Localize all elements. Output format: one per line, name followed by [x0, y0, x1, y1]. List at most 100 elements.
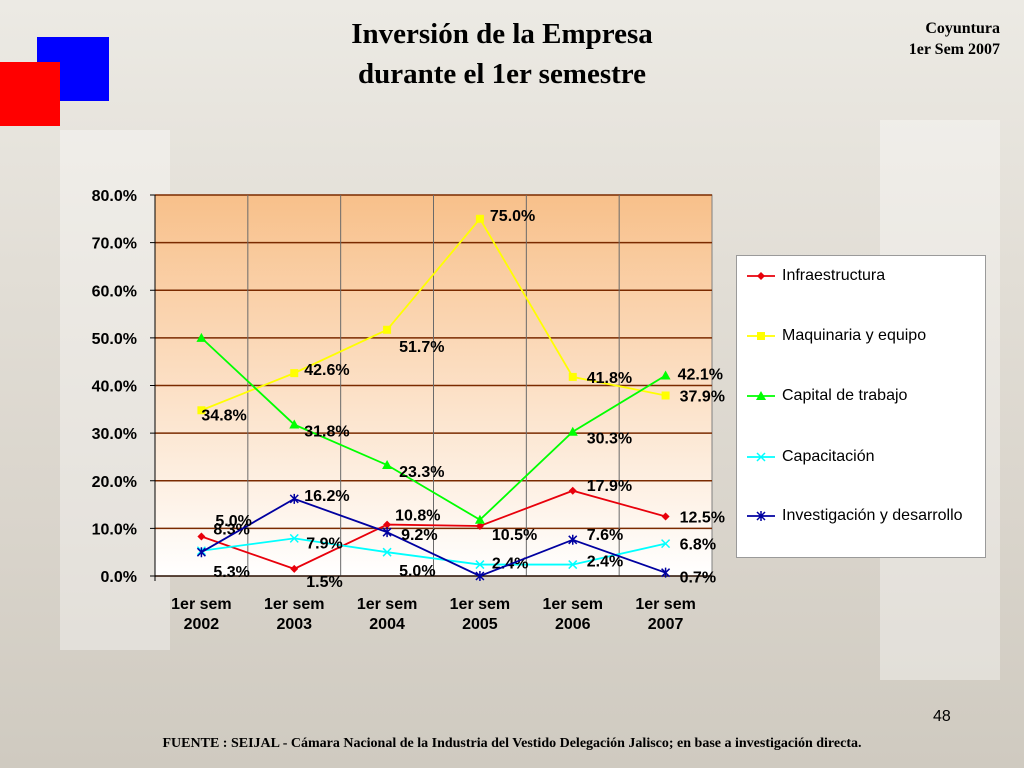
- y-tick-label: 0.0%: [101, 569, 137, 586]
- title-line-2: durante el 1er semestre: [357, 58, 647, 90]
- legend-swatch: [747, 272, 775, 280]
- data-point: [567, 426, 578, 436]
- series-line: [201, 217, 666, 412]
- series-line: [201, 537, 666, 566]
- series-line: [200, 497, 666, 577]
- data-point: [660, 370, 671, 380]
- data-label: 41.8%: [587, 370, 632, 387]
- data-point: [382, 460, 393, 470]
- series-group: 8.3% 1.5% 10.8% 10.5% 17.9% 12.5%: [197, 478, 725, 591]
- legend-swatch: [747, 332, 775, 340]
- legend-label: Infraestructura: [782, 267, 886, 284]
- data-point: [568, 372, 577, 381]
- data-label: 31.8%: [304, 424, 349, 441]
- data-label: 6.8%: [680, 537, 716, 554]
- data-label: 12.5%: [680, 509, 725, 526]
- corner-line-1: Coyuntura: [925, 20, 1000, 37]
- data-point: [290, 369, 299, 378]
- legend-label: Maquinaria y equipo: [782, 327, 927, 344]
- legend-marker: [757, 332, 765, 340]
- data-label: 23.3%: [399, 464, 444, 481]
- data-label: 5.0%: [215, 513, 251, 530]
- x-tick-label: 1er sem 2005: [450, 596, 511, 633]
- corner-label: Coyuntura 1er Sem 2007: [909, 18, 1000, 60]
- x-tick-label: 1er sem 2004: [357, 596, 418, 633]
- data-label: 16.2%: [304, 488, 349, 505]
- data-label: 0.7%: [680, 570, 716, 587]
- x-tick-label: 1er sem 2003: [264, 596, 325, 633]
- data-point: [568, 486, 577, 495]
- series-line: [201, 489, 666, 570]
- data-label: 51.7%: [399, 339, 444, 356]
- y-tick-label: 50.0%: [92, 331, 137, 348]
- chart-legend: Infraestructura Maquinaria y equipo Capita…: [736, 255, 986, 558]
- data-point: [475, 560, 485, 570]
- data-point: [197, 406, 206, 415]
- data-point: [475, 521, 484, 530]
- data-point: [568, 534, 578, 545]
- data-point: [568, 560, 578, 570]
- page-number: 48: [933, 708, 951, 725]
- data-label: 1.5%: [306, 574, 342, 591]
- data-point: [289, 493, 299, 504]
- y-tick-label: 20.0%: [92, 474, 137, 491]
- title-line-1: Inversión de la Empresa: [351, 18, 653, 50]
- x-tick-label: 1er sem 2002: [171, 596, 232, 633]
- data-label: 2.4%: [587, 554, 623, 571]
- legend-marker: [756, 511, 766, 521]
- source-footer: FUENTE : SEIJAL - Cámara Nacional de la …: [162, 736, 862, 751]
- y-tick-label: 80.0%: [92, 188, 137, 205]
- data-label: 10.5%: [492, 527, 537, 544]
- series-group: 5.0% 16.2% 9.2% 7.6% 0.7%: [196, 488, 716, 587]
- data-label: 7.9%: [306, 535, 342, 552]
- data-label: 8.3%: [213, 521, 249, 538]
- data-label: 34.8%: [201, 407, 246, 424]
- data-label: 17.9%: [587, 478, 632, 495]
- legend-marker: [757, 272, 765, 280]
- y-tick-label: 40.0%: [92, 379, 137, 396]
- y-tick-label: 60.0%: [92, 283, 137, 300]
- series-line: [200, 337, 667, 521]
- background-panel-left: [60, 130, 170, 650]
- legend-swatch: [747, 391, 775, 400]
- legend-label: Capital de trabajo: [782, 387, 908, 404]
- data-point: [661, 539, 671, 549]
- data-point: [197, 532, 206, 541]
- data-point: [383, 520, 392, 529]
- y-tick-label: 70.0%: [92, 236, 137, 253]
- data-point: [196, 547, 206, 558]
- y-tick-label: 10.0%: [92, 521, 137, 538]
- legend-label: Capacitación: [782, 448, 875, 465]
- data-label: 42.1%: [678, 366, 723, 383]
- data-label: 5.3%: [213, 564, 249, 581]
- data-point: [196, 332, 207, 342]
- data-label: 10.8%: [395, 508, 440, 525]
- x-tick-label: 1er sem 2007: [635, 596, 696, 633]
- legend-marker: [756, 452, 766, 462]
- data-point: [289, 533, 299, 543]
- data-label: 75.0%: [490, 208, 535, 225]
- data-point: [661, 512, 670, 521]
- data-point: [474, 514, 485, 524]
- legend-marker: [756, 391, 766, 400]
- legend-label: Investigación y desarrollo: [782, 507, 963, 524]
- data-label: 5.0%: [399, 563, 435, 580]
- data-point: [290, 564, 299, 573]
- data-label: 37.9%: [680, 389, 725, 406]
- legend-swatch: [747, 452, 775, 462]
- data-point: [383, 325, 392, 334]
- x-tick-label: 1er sem 2006: [543, 596, 604, 633]
- data-point: [382, 547, 392, 557]
- data-label: 7.6%: [587, 527, 623, 544]
- data-point: [475, 571, 485, 581]
- data-label: 42.6%: [304, 362, 349, 379]
- corner-line-2: 1er Sem 2007: [908, 41, 1000, 58]
- data-point: [661, 391, 670, 400]
- legend-swatch: [747, 511, 775, 521]
- slide-title: Inversión de la Empresa durante el 1er s…: [262, 14, 742, 94]
- series-group: 34.8% 42.6% 51.7% 75.0% 41.8% 37.9%: [197, 208, 725, 424]
- series-group: 31.8% 23.3% 30.3% 42.1%: [196, 332, 723, 524]
- data-point: [382, 527, 392, 538]
- y-tick-label: 30.0%: [92, 426, 137, 443]
